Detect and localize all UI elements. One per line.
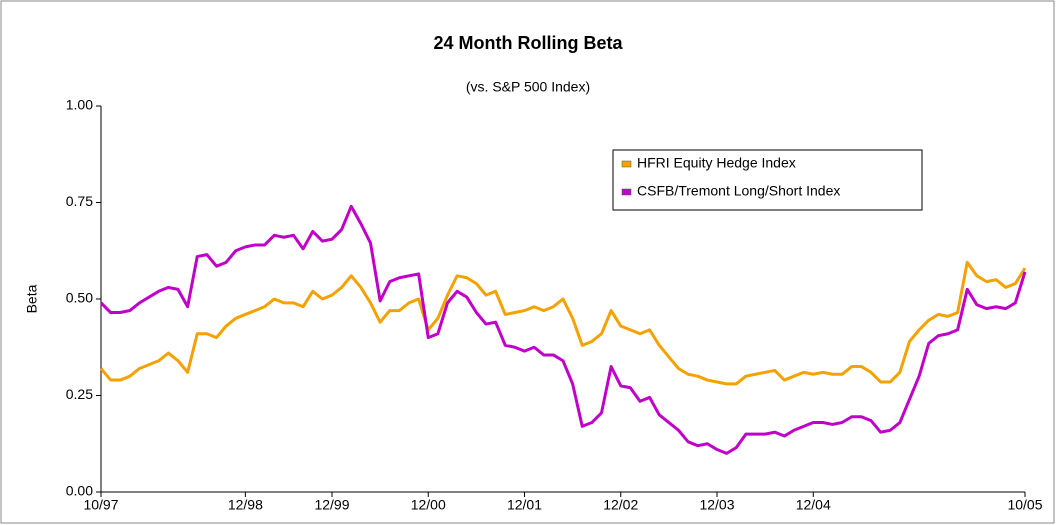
legend-swatch bbox=[621, 160, 632, 168]
x-tick-label: 12/00 bbox=[411, 497, 446, 513]
series-line bbox=[99, 260, 1027, 386]
y-axis-label: Beta bbox=[24, 284, 40, 313]
legend-box bbox=[612, 149, 923, 211]
y-tick-label: 0.50 bbox=[66, 290, 93, 306]
legend-swatch bbox=[621, 188, 632, 196]
y-tick-label: 0.00 bbox=[66, 483, 93, 499]
chart-title: 24 Month Rolling Beta bbox=[434, 33, 624, 53]
series-line bbox=[99, 204, 1027, 455]
x-tick-label: 10/05 bbox=[1007, 497, 1042, 513]
chart-subtitle: (vs. S&P 500 Index) bbox=[466, 79, 590, 95]
legend-label: HFRI Equity Hedge Index bbox=[637, 155, 796, 171]
y-tick-label: 1.00 bbox=[66, 97, 93, 113]
legend-label: CSFB/Tremont Long/Short Index bbox=[637, 183, 840, 199]
x-tick-label: 10/97 bbox=[83, 497, 118, 513]
y-tick-label: 0.75 bbox=[66, 193, 93, 209]
x-tick-label: 12/01 bbox=[507, 497, 542, 513]
x-tick-label: 12/04 bbox=[796, 497, 831, 513]
y-tick-label: 0.25 bbox=[66, 386, 93, 402]
x-tick-label: 12/98 bbox=[228, 497, 263, 513]
x-tick-label: 12/99 bbox=[314, 497, 349, 513]
x-tick-label: 12/02 bbox=[603, 497, 638, 513]
x-tick-label: 12/03 bbox=[699, 497, 734, 513]
